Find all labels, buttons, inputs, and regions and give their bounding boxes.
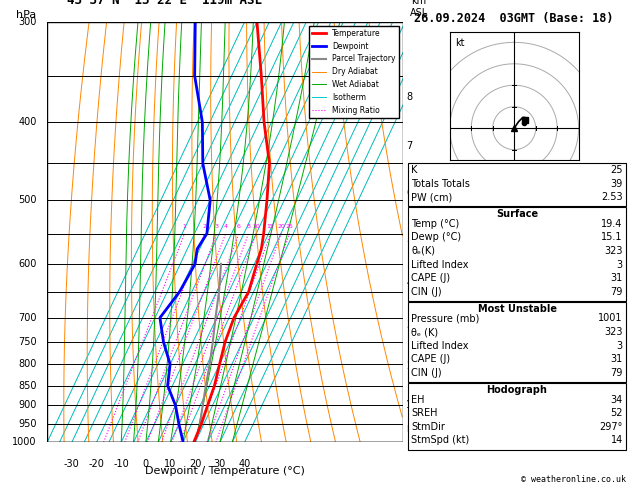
Text: Lifted Index: Lifted Index xyxy=(411,341,469,351)
Text: LCL: LCL xyxy=(406,425,422,434)
Text: 25: 25 xyxy=(286,225,294,229)
Text: 15: 15 xyxy=(267,225,274,229)
Text: CIN (J): CIN (J) xyxy=(411,287,442,297)
Text: 6: 6 xyxy=(237,225,241,229)
Text: 26.09.2024  03GMT (Base: 18): 26.09.2024 03GMT (Base: 18) xyxy=(414,12,613,25)
Text: 6: 6 xyxy=(406,188,412,198)
Text: 10: 10 xyxy=(252,225,260,229)
Text: K: K xyxy=(411,165,418,175)
Text: CAPE (J): CAPE (J) xyxy=(411,354,450,364)
Text: 20: 20 xyxy=(189,459,201,469)
Text: 31: 31 xyxy=(611,354,623,364)
Text: -10: -10 xyxy=(113,459,129,469)
Text: Hodograph: Hodograph xyxy=(487,385,547,396)
Text: θₑ (K): θₑ (K) xyxy=(411,327,438,337)
Text: 2: 2 xyxy=(203,225,206,229)
Text: 8: 8 xyxy=(406,92,412,102)
Text: 8: 8 xyxy=(247,225,250,229)
Text: 30: 30 xyxy=(214,459,226,469)
Text: 4: 4 xyxy=(406,278,412,288)
Text: EH: EH xyxy=(411,395,425,405)
Text: 43°37'N  13°22'E  119m ASL: 43°37'N 13°22'E 119m ASL xyxy=(67,0,262,7)
Text: 31: 31 xyxy=(611,273,623,283)
Text: Pressure (mb): Pressure (mb) xyxy=(411,313,480,324)
Text: 7: 7 xyxy=(406,141,413,151)
Text: StmSpd (kt): StmSpd (kt) xyxy=(411,435,470,446)
Text: -30: -30 xyxy=(64,459,80,469)
Text: Dewp (°C): Dewp (°C) xyxy=(411,232,462,243)
Text: 14: 14 xyxy=(611,435,623,446)
Text: 1: 1 xyxy=(182,225,187,229)
Text: CIN (J): CIN (J) xyxy=(411,368,442,378)
Text: Totals Totals: Totals Totals xyxy=(411,179,470,189)
Text: 20: 20 xyxy=(277,225,285,229)
Text: Mixing Ratio (g/kg): Mixing Ratio (g/kg) xyxy=(444,189,454,275)
Text: 2.53: 2.53 xyxy=(601,192,623,203)
Text: 323: 323 xyxy=(604,327,623,337)
Text: Lifted Index: Lifted Index xyxy=(411,260,469,270)
Text: 500: 500 xyxy=(18,195,36,205)
Text: km
ASL: km ASL xyxy=(409,0,428,17)
Text: 40: 40 xyxy=(238,459,251,469)
Text: 1: 1 xyxy=(406,400,412,411)
Text: kt: kt xyxy=(455,38,464,48)
Text: 25: 25 xyxy=(610,165,623,175)
Text: 950: 950 xyxy=(18,419,36,429)
Text: PW (cm): PW (cm) xyxy=(411,192,453,203)
Legend: Temperature, Dewpoint, Parcel Trajectory, Dry Adiabat, Wet Adiabat, Isotherm, Mi: Temperature, Dewpoint, Parcel Trajectory… xyxy=(309,26,399,118)
Text: 52: 52 xyxy=(610,408,623,418)
Text: θₑ(K): θₑ(K) xyxy=(411,246,435,256)
Text: 79: 79 xyxy=(610,287,623,297)
Text: 0: 0 xyxy=(143,459,149,469)
Text: 297°: 297° xyxy=(599,422,623,432)
Text: 39: 39 xyxy=(611,179,623,189)
Text: 2: 2 xyxy=(406,361,413,371)
Text: 5: 5 xyxy=(406,234,413,244)
Text: Dewpoint / Temperature (°C): Dewpoint / Temperature (°C) xyxy=(145,466,305,476)
Text: 15.1: 15.1 xyxy=(601,232,623,243)
Text: 850: 850 xyxy=(18,381,36,391)
Text: -20: -20 xyxy=(89,459,104,469)
Text: 750: 750 xyxy=(18,337,36,347)
Bar xyxy=(47,22,403,442)
Text: 900: 900 xyxy=(18,400,36,411)
Text: Most Unstable: Most Unstable xyxy=(477,304,557,314)
Text: 79: 79 xyxy=(610,368,623,378)
Text: Temp (°C): Temp (°C) xyxy=(411,219,460,229)
Text: 19.4: 19.4 xyxy=(601,219,623,229)
Text: 323: 323 xyxy=(604,246,623,256)
Text: 10: 10 xyxy=(164,459,177,469)
Text: © weatheronline.co.uk: © weatheronline.co.uk xyxy=(521,474,626,484)
Text: 800: 800 xyxy=(18,359,36,369)
Text: 1001: 1001 xyxy=(598,313,623,324)
Text: 4: 4 xyxy=(224,225,228,229)
Text: SREH: SREH xyxy=(411,408,438,418)
Text: 700: 700 xyxy=(18,312,36,323)
Text: 300: 300 xyxy=(18,17,36,27)
Text: 3: 3 xyxy=(214,225,219,229)
Text: StmDir: StmDir xyxy=(411,422,445,432)
Text: Surface: Surface xyxy=(496,209,538,220)
Text: 600: 600 xyxy=(18,259,36,269)
Text: 34: 34 xyxy=(611,395,623,405)
Text: 3: 3 xyxy=(616,260,623,270)
Text: CAPE (J): CAPE (J) xyxy=(411,273,450,283)
Text: 3: 3 xyxy=(616,341,623,351)
Text: 3: 3 xyxy=(406,320,412,330)
Text: 400: 400 xyxy=(18,117,36,127)
Text: 1000: 1000 xyxy=(12,437,36,447)
Text: hPa: hPa xyxy=(16,10,36,19)
